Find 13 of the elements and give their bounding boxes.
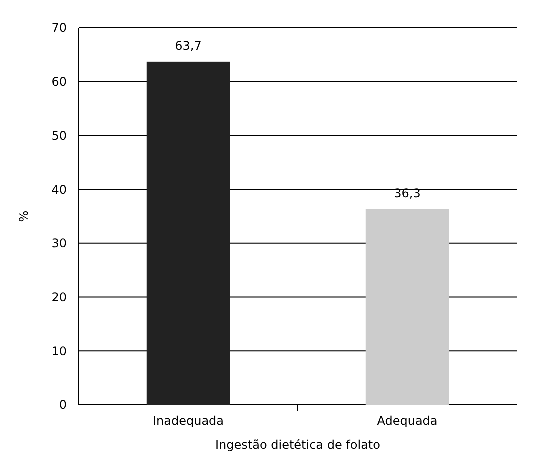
y-tick-label: 70 [52, 21, 67, 36]
x-axis-title: Ingestão dietética de folato [216, 438, 380, 452]
y-axis-title: % [17, 210, 31, 222]
y-tick-label: 10 [52, 344, 67, 358]
y-tick-label: 50 [52, 128, 67, 143]
x-tick-label: Adequada [377, 414, 438, 428]
y-tick-label: 40 [52, 182, 67, 197]
y-tick-label: 20 [52, 290, 67, 304]
data-label: 63,7 [175, 38, 202, 53]
y-tick-label: 30 [52, 236, 67, 251]
y-tick-label: 60 [52, 75, 67, 90]
x-tick-label: Inadequada [152, 414, 224, 428]
y-tick-label: 0 [59, 398, 67, 412]
